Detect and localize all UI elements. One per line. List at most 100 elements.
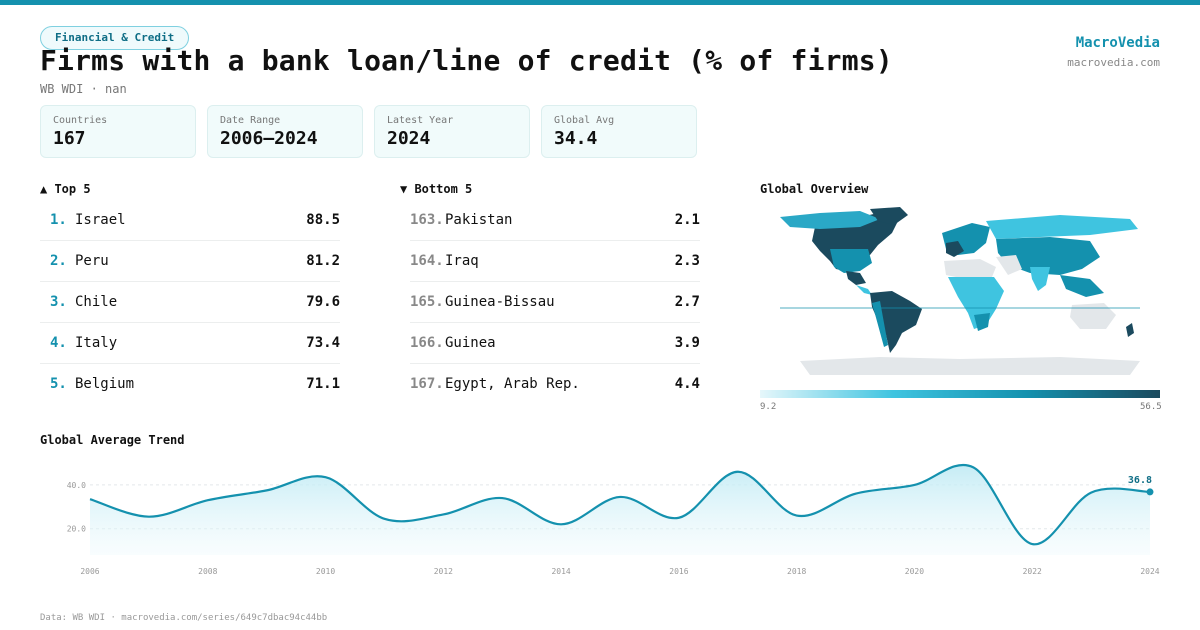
top-accent-bar bbox=[0, 0, 1200, 5]
map-region-greenland[interactable] bbox=[870, 207, 908, 225]
rank-number: 1. bbox=[50, 212, 67, 228]
trend-title: Global Average Trend bbox=[40, 433, 185, 447]
country-value: 4.4 bbox=[674, 376, 700, 392]
map-region-europe-west[interactable] bbox=[946, 241, 964, 257]
x-tick-label: 2024 bbox=[1140, 567, 1159, 576]
map-region-middle-east[interactable] bbox=[996, 255, 1022, 275]
country-value: 2.1 bbox=[674, 212, 700, 228]
category-badge[interactable]: Financial & Credit bbox=[40, 26, 190, 50]
map-region-africa[interactable] bbox=[948, 277, 1004, 329]
country-name: Peru bbox=[75, 253, 109, 269]
stat-label: Date Range bbox=[220, 115, 281, 126]
list-item[interactable]: 1. Israel 88.5 bbox=[40, 201, 340, 241]
rank-number: 166. bbox=[410, 335, 444, 351]
country-value: 2.3 bbox=[674, 253, 700, 269]
country-value: 81.2 bbox=[306, 253, 340, 269]
rank-number: 163. bbox=[410, 212, 444, 228]
trend-last-value-label: 36.8 bbox=[1128, 475, 1152, 486]
map-region-africa-north[interactable] bbox=[944, 259, 996, 279]
country-value: 3.9 bbox=[674, 335, 700, 351]
x-tick-label: 2008 bbox=[198, 567, 217, 576]
country-value: 79.6 bbox=[306, 294, 340, 310]
world-choropleth-map[interactable] bbox=[760, 205, 1160, 380]
country-name: Guinea-Bissau bbox=[445, 294, 555, 310]
bottom5-title: ▼ Bottom 5 bbox=[400, 182, 473, 196]
list-item[interactable]: 3. Chile 79.6 bbox=[40, 283, 340, 323]
country-name: Pakistan bbox=[445, 212, 513, 228]
stat-label: Latest Year bbox=[387, 115, 454, 126]
stat-value: 2006–2024 bbox=[220, 128, 318, 149]
map-region-mexico[interactable] bbox=[846, 271, 866, 285]
trend-area-fill bbox=[90, 464, 1150, 555]
list-item[interactable]: 166. Guinea 3.9 bbox=[410, 324, 700, 364]
page-title: Firms with a bank loan/line of credit (%… bbox=[40, 44, 893, 77]
y-tick-label: 20.0 bbox=[67, 525, 86, 534]
rank-number: 167. bbox=[410, 376, 444, 392]
country-value: 71.1 bbox=[306, 376, 340, 392]
stat-card-date-range: Date Range 2006–2024 bbox=[207, 105, 363, 158]
stat-card-global-avg: Global Avg 34.4 bbox=[541, 105, 697, 158]
map-region-africa-south[interactable] bbox=[974, 313, 990, 331]
bottom5-list: 163. Pakistan 2.1 164. Iraq 2.3 165. Gui… bbox=[410, 201, 700, 405]
map-region-southeast-asia[interactable] bbox=[1060, 275, 1104, 297]
map-region-south-america[interactable] bbox=[870, 291, 922, 353]
rank-number: 4. bbox=[50, 335, 67, 351]
country-value: 73.4 bbox=[306, 335, 340, 351]
map-region-new-zealand[interactable] bbox=[1126, 323, 1134, 337]
list-item[interactable]: 165. Guinea-Bissau 2.7 bbox=[410, 283, 700, 323]
brand-url[interactable]: macrovedia.com bbox=[1067, 56, 1160, 69]
map-region-usa[interactable] bbox=[830, 249, 872, 273]
country-name: Italy bbox=[75, 335, 118, 351]
map-region-asia[interactable] bbox=[996, 237, 1100, 275]
map-region-india[interactable] bbox=[1030, 267, 1050, 291]
legend-min-label: 9.2 bbox=[760, 402, 777, 412]
page-subtitle: WB WDI · nan bbox=[40, 82, 127, 96]
rank-number: 2. bbox=[50, 253, 67, 269]
stat-card-latest-year: Latest Year 2024 bbox=[374, 105, 530, 158]
x-tick-label: 2010 bbox=[316, 567, 335, 576]
trend-last-point[interactable] bbox=[1146, 488, 1154, 496]
stat-label: Global Avg bbox=[554, 115, 615, 126]
x-tick-label: 2014 bbox=[551, 567, 570, 576]
map-region-canada-north[interactable] bbox=[780, 211, 880, 229]
map-region-central-america[interactable] bbox=[856, 285, 872, 295]
x-tick-label: 2006 bbox=[80, 567, 99, 576]
rank-number: 3. bbox=[50, 294, 67, 310]
country-value: 88.5 bbox=[306, 212, 340, 228]
stat-value: 2024 bbox=[387, 128, 431, 149]
x-tick-label: 2020 bbox=[905, 567, 924, 576]
list-item[interactable]: 4. Italy 73.4 bbox=[40, 324, 340, 364]
x-tick-label: 2018 bbox=[787, 567, 806, 576]
country-name: Chile bbox=[75, 294, 118, 310]
map-title: Global Overview bbox=[760, 182, 869, 196]
top5-list: 1. Israel 88.5 2. Peru 81.2 3. Chile 79.… bbox=[40, 201, 340, 405]
map-color-legend bbox=[760, 390, 1160, 398]
footer-source: Data: WB WDI · macrovedia.com/series/649… bbox=[40, 613, 328, 623]
brand-logo[interactable]: MacroVedia bbox=[1075, 35, 1160, 51]
stat-label: Countries bbox=[53, 115, 108, 126]
map-region-antarctica bbox=[800, 357, 1140, 375]
list-item[interactable]: 2. Peru 81.2 bbox=[40, 242, 340, 282]
x-tick-label: 2022 bbox=[1023, 567, 1042, 576]
rank-number: 164. bbox=[410, 253, 444, 269]
country-name: Iraq bbox=[445, 253, 479, 269]
list-item[interactable]: 164. Iraq 2.3 bbox=[410, 242, 700, 282]
list-item[interactable]: 163. Pakistan 2.1 bbox=[410, 201, 700, 241]
stat-value: 34.4 bbox=[554, 128, 598, 149]
map-region-russia[interactable] bbox=[986, 215, 1138, 239]
legend-max-label: 56.5 bbox=[1140, 402, 1162, 412]
stat-value: 167 bbox=[53, 128, 86, 149]
rank-number: 5. bbox=[50, 376, 67, 392]
list-item[interactable]: 167. Egypt, Arab Rep. 4.4 bbox=[410, 365, 700, 404]
global-average-trend-chart[interactable]: 20.0 40.0 36.8 2006 2008 2010 2012 2014 2016 20… bbox=[40, 455, 1160, 580]
trend-series-line[interactable] bbox=[89, 464, 1151, 546]
y-tick-label: 40.0 bbox=[67, 481, 86, 490]
country-name: Guinea bbox=[445, 335, 496, 351]
x-tick-label: 2012 bbox=[434, 567, 453, 576]
list-item[interactable]: 5. Belgium 71.1 bbox=[40, 365, 340, 404]
top5-title: ▲ Top 5 bbox=[40, 182, 91, 196]
map-region-australia[interactable] bbox=[1070, 303, 1116, 329]
country-value: 2.7 bbox=[674, 294, 700, 310]
map-region-south-america-west[interactable] bbox=[872, 301, 888, 347]
x-tick-label: 2016 bbox=[669, 567, 688, 576]
